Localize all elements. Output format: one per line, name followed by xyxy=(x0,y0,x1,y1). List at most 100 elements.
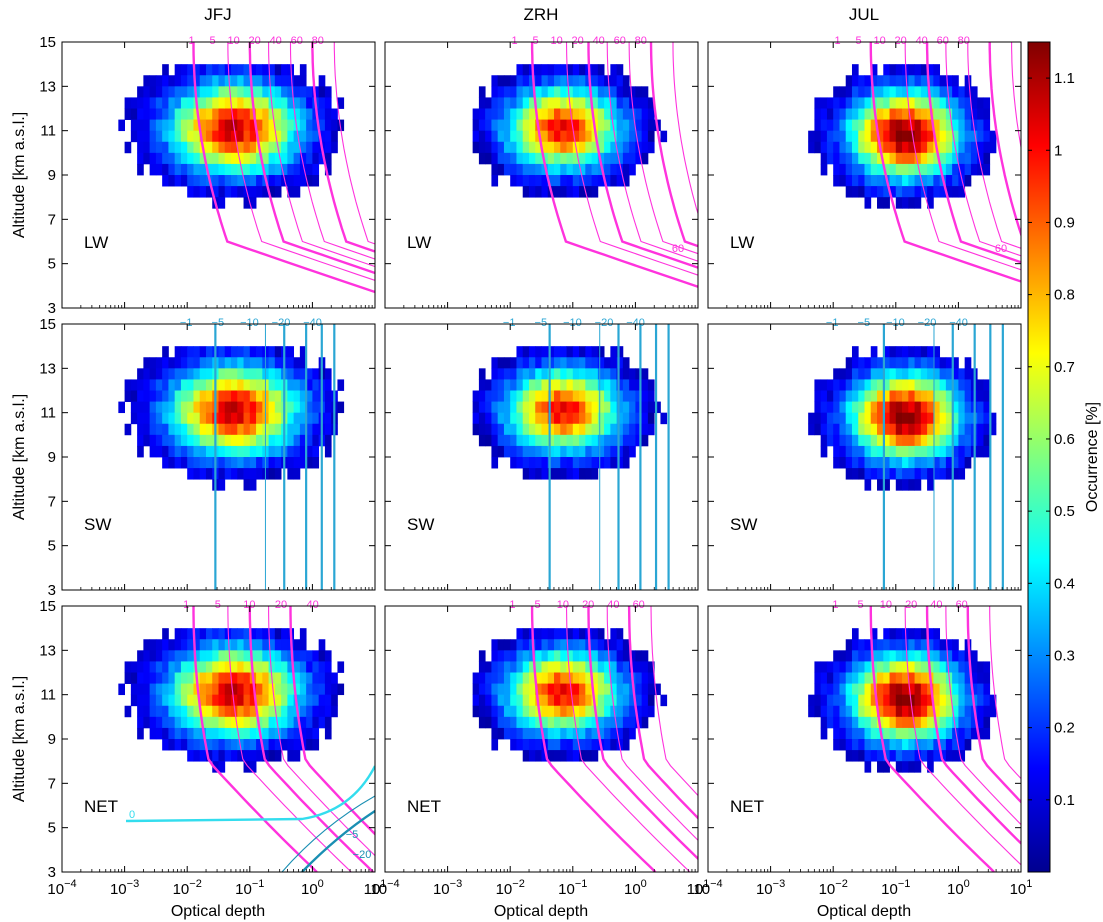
heatmap-cell xyxy=(833,152,840,165)
heatmap-cell xyxy=(293,739,301,751)
heatmap-cell xyxy=(249,705,257,718)
heatmap-cell xyxy=(522,683,530,696)
heatmap-cell xyxy=(902,152,909,165)
heatmap-cell xyxy=(162,379,169,391)
heatmap-cell xyxy=(281,119,288,132)
heatmap-cell xyxy=(243,75,251,87)
heatmap-cell xyxy=(933,739,941,751)
heatmap-cell xyxy=(174,705,182,718)
heatmap-cell xyxy=(522,379,530,391)
heatmap-cell xyxy=(274,97,282,109)
heatmap-cell xyxy=(554,739,561,751)
heatmap-cell xyxy=(318,716,326,729)
heatmap-cell xyxy=(591,186,599,198)
heatmap-cell xyxy=(554,119,561,132)
heatmap-cell xyxy=(199,434,207,447)
lw-contour-2 xyxy=(227,606,352,872)
heatmap-cell xyxy=(864,108,872,120)
heatmap-cell xyxy=(920,141,928,154)
heatmap-cell xyxy=(528,727,536,740)
heatmap-cell xyxy=(610,119,618,132)
heatmap-cell xyxy=(604,661,611,673)
heatmap-cell xyxy=(224,705,232,718)
heatmap-cell xyxy=(877,672,884,684)
heatmap-cell xyxy=(137,141,144,154)
heatmap-cell xyxy=(939,412,947,425)
heatmap-cell xyxy=(820,412,828,425)
heatmap-cell xyxy=(256,130,263,143)
contour-label-4: 20 xyxy=(571,35,583,47)
heatmap-cell xyxy=(535,97,542,109)
heatmap-cell xyxy=(124,423,132,436)
contour-labels: −1 −5 −10 −20 −40 xyxy=(180,317,322,329)
heatmap-cell xyxy=(895,175,903,187)
heatmap-cell xyxy=(243,445,251,458)
heatmap-cell xyxy=(237,97,244,109)
heatmap-cell xyxy=(820,119,828,132)
heatmap-cell xyxy=(174,445,182,458)
heatmap-cell xyxy=(231,694,238,707)
heatmap-cell xyxy=(318,108,326,120)
heatmap-cell xyxy=(908,739,915,751)
heatmap-cell xyxy=(256,368,263,380)
heatmap-cell xyxy=(503,683,511,696)
heatmap-cell xyxy=(143,694,151,707)
heatmap-cell xyxy=(560,346,567,358)
heatmap-cell xyxy=(547,97,555,109)
heatmap-cell xyxy=(902,163,909,176)
heatmap-cell xyxy=(572,412,580,425)
heatmap-cell xyxy=(205,97,213,109)
heatmap-cell xyxy=(870,457,878,469)
heatmap-cell xyxy=(635,683,643,696)
heatmap-cell xyxy=(324,672,332,684)
heatmap-cell xyxy=(579,694,586,707)
colorbar-tick-label: 0.5 xyxy=(1054,503,1075,520)
colorbar-tick-label: 0.7 xyxy=(1054,359,1075,376)
heatmap-cell xyxy=(130,108,138,120)
heatmap-cell xyxy=(503,412,511,425)
heatmap-cell xyxy=(268,186,276,198)
heatmap-cell xyxy=(485,694,492,707)
heatmap-cell xyxy=(516,672,524,684)
heatmap-cell xyxy=(137,423,144,436)
lw-contour-1 xyxy=(530,606,657,872)
heatmap-cell xyxy=(920,650,928,662)
heatmap-cell xyxy=(597,390,605,402)
heatmap-cell xyxy=(528,368,536,380)
heatmap-cell xyxy=(162,457,169,469)
heatmap-cell xyxy=(306,175,313,187)
heatmap-cell xyxy=(647,390,655,402)
heatmap-cell xyxy=(541,716,549,729)
colorbar-tick-label: 0.8 xyxy=(1054,287,1075,304)
heatmap-cell xyxy=(914,727,922,740)
heatmap-cell xyxy=(237,368,244,380)
heatmap-cell xyxy=(579,628,586,640)
heatmap-cell xyxy=(895,739,903,751)
heatmap-cell xyxy=(579,727,586,740)
heatmap-cell xyxy=(180,86,188,98)
heatmap-cell xyxy=(641,716,649,729)
heatmap-cell xyxy=(554,457,561,469)
heatmap-cell xyxy=(281,739,288,751)
heatmap-cell xyxy=(516,716,524,729)
heatmap-cell xyxy=(858,750,865,762)
heatmap-cell xyxy=(858,683,865,696)
heatmap-cell xyxy=(851,672,859,684)
heatmap-cell xyxy=(826,390,834,402)
heatmap-cell xyxy=(604,434,611,447)
heatmap-cell xyxy=(870,628,878,640)
heatmap-cell xyxy=(324,650,332,662)
heatmap-cell xyxy=(610,64,618,76)
heatmap-cell xyxy=(510,650,517,662)
heatmap-cell xyxy=(604,97,611,109)
x-axis-label-col-2: Optical depth xyxy=(494,903,588,920)
heatmap-cell xyxy=(610,445,618,458)
contour-lines xyxy=(869,42,1021,283)
heatmap-cell xyxy=(218,683,226,696)
heatmap-cell xyxy=(522,661,530,673)
heatmap-cell xyxy=(237,468,244,480)
heatmap-cell xyxy=(497,108,505,120)
heatmap-cell xyxy=(604,672,611,684)
heatmap-cell xyxy=(616,705,624,718)
